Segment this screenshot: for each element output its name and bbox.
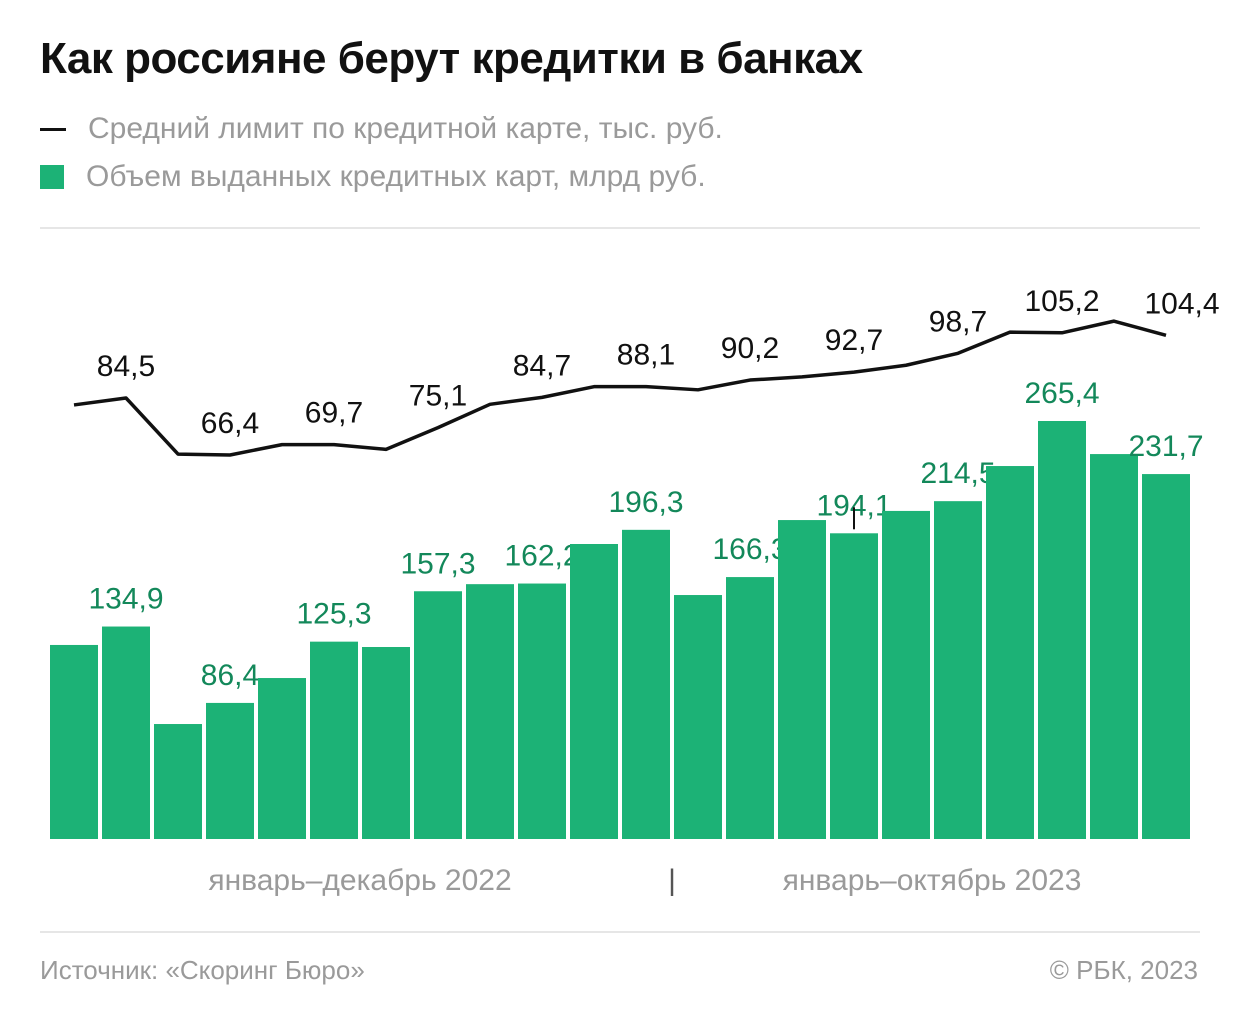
legend-item-bar: Объем выданных кредитных карт, млрд руб. (40, 160, 706, 194)
bar-label: 157,3 (400, 547, 475, 580)
bar (622, 529, 670, 839)
bar (466, 584, 514, 839)
bar (362, 647, 410, 839)
divider (40, 931, 1200, 933)
bar (1038, 420, 1086, 839)
line-label: 98,7 (929, 305, 987, 338)
bar-label: 265,4 (1024, 377, 1099, 410)
bar (778, 520, 826, 839)
group-separator: | (668, 864, 676, 897)
x-group-label: январь–декабрь 2022 (208, 864, 511, 897)
line-series (73, 319, 1167, 457)
bar (414, 591, 462, 839)
line-label: 105,2 (1024, 285, 1099, 318)
legend-line-swatch (40, 127, 66, 131)
line-label: 90,2 (721, 332, 779, 365)
bar (102, 626, 150, 839)
bar (518, 583, 566, 839)
source-note: Источник: «Скоринг Бюро» (40, 955, 365, 985)
bar-label: 231,7 (1128, 430, 1203, 463)
line-label: 69,7 (305, 397, 363, 430)
bar (726, 577, 774, 839)
line-label: 75,1 (409, 380, 467, 413)
bar (50, 644, 98, 839)
bar (206, 702, 254, 839)
line-label: 66,4 (201, 407, 259, 440)
legend-item-line: Средний лимит по кредитной карте, тыс. р… (40, 112, 723, 146)
bar-label: 166,3 (712, 533, 787, 566)
copyright: © РБК, 2023 (1049, 955, 1198, 985)
legend-bar-swatch (40, 165, 64, 189)
bar (258, 678, 306, 839)
line-label: 88,1 (617, 339, 675, 372)
x-group-label: январь–октябрь 2023 (783, 864, 1082, 897)
chart-title: Как россияне берут кредитки в банках (40, 34, 863, 83)
bar-label: 162,2 (504, 540, 579, 573)
bar-label: 196,3 (608, 486, 683, 519)
bar (1142, 474, 1190, 839)
bar-label: 86,4 (201, 659, 259, 692)
bar-label: 125,3 (296, 598, 371, 631)
bar (986, 466, 1034, 839)
bar (154, 724, 202, 839)
legend-label: Средний лимит по кредитной карте, тыс. р… (88, 112, 723, 145)
legend-label: Объем выданных кредитных карт, млрд руб. (86, 160, 706, 193)
bar (570, 544, 618, 839)
bar (882, 510, 930, 839)
line-label: 92,7 (825, 324, 883, 357)
line-label: 84,7 (513, 349, 571, 382)
bar-label: 214,5 (920, 457, 995, 490)
bar (830, 533, 878, 839)
line-label: 104,4 (1144, 287, 1219, 320)
bar (1090, 454, 1138, 839)
bar (934, 501, 982, 839)
bar-label: 134,9 (88, 583, 163, 616)
line-label: 84,5 (97, 350, 155, 383)
bar (310, 641, 358, 839)
divider (40, 227, 1200, 229)
bar (674, 595, 722, 839)
